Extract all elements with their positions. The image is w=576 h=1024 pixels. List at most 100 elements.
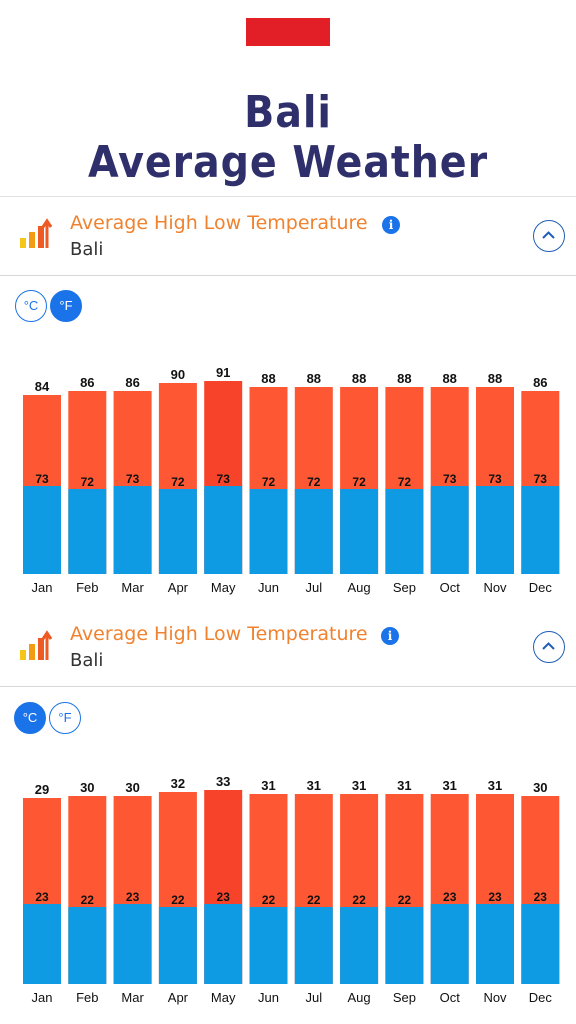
low-temp-label: 73: [443, 472, 457, 486]
high-temp-label: 88: [442, 371, 456, 386]
temperature-section-fahrenheit: Average High Low Temperature i Bali °C °…: [0, 196, 576, 606]
low-temp-bar: [23, 904, 61, 984]
high-temp-label: 31: [397, 778, 411, 793]
month-tick-label: Jul: [305, 580, 322, 595]
low-temp-label: 22: [398, 893, 412, 907]
high-temp-label: 30: [533, 780, 547, 795]
high-temp-label: 88: [307, 371, 321, 386]
unit-celsius-button[interactable]: °C: [14, 702, 46, 734]
low-temp-label: 73: [217, 472, 231, 486]
low-temp-bar: [521, 486, 560, 574]
unit-fahrenheit-button[interactable]: °F: [49, 702, 81, 734]
high-temp-label: 90: [171, 367, 185, 382]
month-tick-label: Jun: [258, 990, 279, 1005]
low-temp-label: 72: [81, 475, 95, 489]
high-temp-label: 31: [352, 778, 366, 793]
high-temp-label: 86: [125, 375, 139, 390]
high-temp-label: 30: [125, 780, 139, 795]
high-temp-label: 86: [533, 375, 547, 390]
chevron-up-icon: [542, 231, 555, 239]
month-tick-label: Dec: [529, 580, 553, 595]
low-temp-label: 72: [398, 475, 412, 489]
low-temp-label: 73: [534, 472, 548, 486]
temperature-chart-celsius: 29 23 Jan 30 22 Feb 30 23 Mar 32 22 Apr 33 23 May 31 22 J…: [23, 774, 560, 1005]
section-title: Average High Low Temperature: [70, 623, 368, 645]
low-temp-bar: [113, 486, 152, 574]
info-icon[interactable]: i: [382, 216, 400, 234]
month-tick-label: Nov: [483, 580, 507, 595]
temperature-section-celsius: Average High Low Temperature i Bali °C °…: [0, 606, 576, 1024]
high-temp-label: 31: [261, 778, 275, 793]
info-icon[interactable]: i: [381, 627, 399, 645]
low-temp-label: 73: [126, 472, 140, 486]
low-temp-label: 23: [126, 890, 140, 904]
section-subtitle: Bali: [70, 650, 104, 671]
month-tick-label: Feb: [76, 990, 98, 1005]
low-temp-label: 72: [171, 475, 185, 489]
header-divider: [0, 275, 576, 276]
high-temp-label: 30: [80, 780, 94, 795]
high-temp-label: 29: [35, 782, 49, 797]
low-temp-label: 23: [35, 890, 49, 904]
unit-celsius-button[interactable]: °C: [15, 290, 47, 322]
low-temp-bar: [294, 489, 333, 574]
month-tick-label: Mar: [121, 990, 144, 1005]
low-temp-bar: [294, 907, 333, 984]
low-temp-label: 72: [262, 475, 276, 489]
month-tick-label: Oct: [440, 580, 461, 595]
low-temp-label: 23: [217, 890, 231, 904]
low-temp-label: 72: [307, 475, 321, 489]
unit-fahrenheit-button[interactable]: °F: [50, 290, 82, 322]
low-temp-bar: [476, 904, 514, 984]
low-temp-label: 23: [443, 890, 457, 904]
bar-chart-up-arrow-icon: [20, 218, 52, 248]
high-temp-label: 33: [216, 774, 230, 789]
low-temp-bar: [23, 486, 61, 574]
month-tick-label: Jul: [305, 990, 322, 1005]
month-tick-label: Apr: [168, 990, 189, 1005]
chevron-up-icon: [542, 642, 555, 650]
low-temp-label: 22: [307, 893, 321, 907]
collapse-button[interactable]: [533, 631, 565, 663]
month-tick-label: Apr: [168, 580, 189, 595]
high-temp-label: 91: [216, 365, 230, 380]
month-tick-label: Aug: [348, 580, 371, 595]
high-temp-label: 32: [171, 776, 185, 791]
month-tick-label: Jun: [258, 580, 279, 595]
section-title: Average High Low Temperature: [70, 212, 368, 234]
month-tick-label: Dec: [529, 990, 553, 1005]
month-tick-label: Mar: [121, 580, 144, 595]
high-temp-label: 31: [307, 778, 321, 793]
temperature-chart-fahrenheit: 84 73 Jan 86 72 Feb 86 73 Mar 90 72 Apr 91 73 May 88 72 J…: [23, 365, 560, 595]
section-subtitle: Bali: [70, 239, 104, 260]
low-temp-bar: [204, 904, 243, 984]
month-tick-label: Oct: [440, 990, 461, 1005]
month-tick-label: Sep: [393, 580, 416, 595]
low-temp-bar: [68, 907, 107, 984]
low-temp-label: 22: [352, 893, 366, 907]
high-temp-label: 88: [488, 371, 502, 386]
low-temp-label: 22: [81, 893, 95, 907]
month-tick-label: Feb: [76, 580, 98, 595]
low-temp-bar: [476, 486, 514, 574]
page-title-line1: Bali: [244, 87, 332, 138]
low-temp-label: 73: [35, 472, 49, 486]
low-temp-label: 22: [262, 893, 276, 907]
unit-label: °F: [59, 298, 73, 313]
indonesia-flag: [246, 18, 330, 46]
low-temp-bar: [158, 489, 197, 574]
low-temp-label: 22: [171, 893, 185, 907]
high-temp-label: 88: [352, 371, 366, 386]
low-temp-bar: [430, 486, 469, 574]
low-temp-bar: [430, 904, 469, 984]
low-temp-bar: [204, 486, 243, 574]
low-temp-bar: [158, 907, 197, 984]
high-temp-label: 84: [35, 379, 50, 394]
high-temp-label: 86: [80, 375, 94, 390]
low-temp-bar: [385, 489, 424, 574]
unit-label: °F: [58, 710, 72, 725]
collapse-button[interactable]: [533, 220, 565, 252]
month-tick-label: May: [211, 580, 236, 595]
low-temp-bar: [249, 489, 288, 574]
low-temp-label: 23: [534, 890, 548, 904]
